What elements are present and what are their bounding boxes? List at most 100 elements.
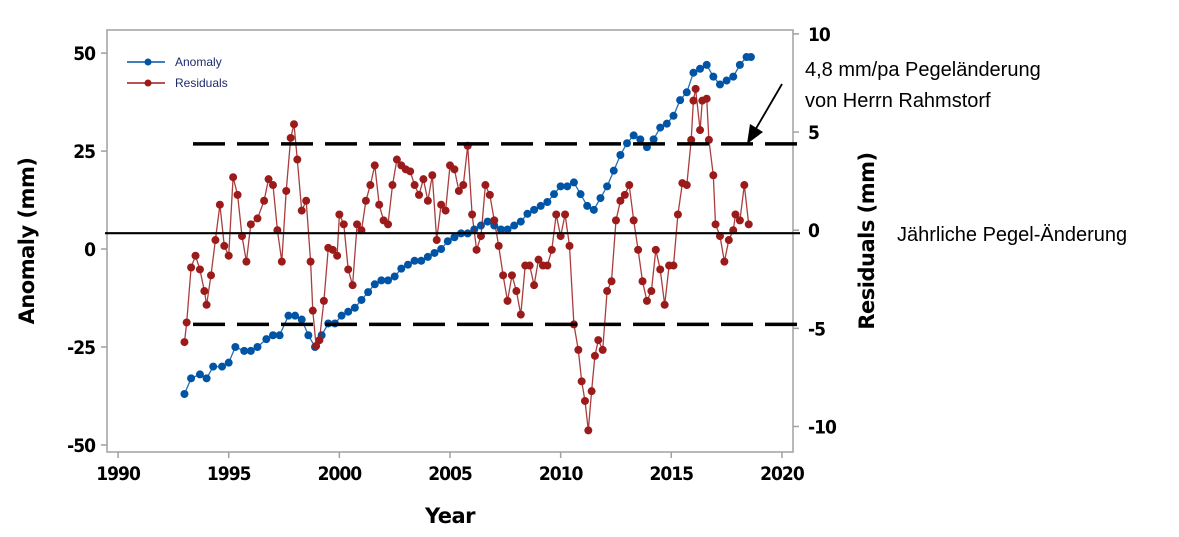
data-point-anomaly [291, 311, 300, 320]
data-point-anomaly [589, 205, 598, 214]
data-point-residuals [616, 196, 625, 205]
data-point-residuals [603, 287, 612, 296]
data-point-anomaly [636, 135, 645, 144]
data-point-residuals [720, 257, 729, 266]
data-point-anomaly [297, 315, 306, 324]
data-point-residuals [293, 155, 302, 164]
data-point-residuals [587, 387, 596, 396]
data-point-anomaly [443, 237, 452, 246]
data-point-residuals [691, 84, 700, 93]
data-point-residuals [384, 220, 393, 229]
x-tick-label: 2010 [539, 463, 584, 485]
data-point-residuals [344, 265, 353, 274]
data-point-anomaly [344, 307, 353, 316]
data-point-anomaly [530, 205, 539, 214]
data-point-residuals [200, 287, 209, 296]
series-anomaly [180, 53, 755, 399]
data-point-anomaly [384, 276, 393, 285]
y-tick-label: 0 [84, 239, 96, 261]
data-point-residuals [308, 306, 317, 315]
data-point-residuals [315, 336, 324, 345]
legend: Anomaly Residuals [127, 55, 228, 90]
data-point-anomaly [510, 221, 519, 230]
data-point-anomaly [609, 166, 618, 175]
data-point-residuals [731, 210, 740, 219]
data-point-anomaly [676, 96, 685, 105]
data-point-residuals [485, 190, 494, 199]
data-point-residuals [459, 181, 468, 190]
data-point-residuals [704, 135, 713, 144]
data-point-residuals [260, 196, 269, 205]
data-point-anomaly [746, 53, 755, 62]
data-point-anomaly [262, 335, 271, 344]
data-point-anomaly [357, 295, 366, 304]
data-point-residuals [289, 120, 298, 129]
data-point-residuals [611, 216, 620, 225]
data-point-residuals [410, 181, 419, 190]
data-point-residuals [689, 96, 698, 105]
legend-residuals-marker [144, 79, 152, 87]
data-point-anomaly [240, 346, 249, 355]
data-point-residuals [353, 220, 362, 229]
data-point-anomaly [616, 150, 625, 159]
data-point-residuals [647, 287, 656, 296]
data-point-residuals [348, 281, 357, 290]
data-point-residuals [629, 216, 638, 225]
data-point-anomaly [284, 311, 293, 320]
data-point-anomaly [370, 280, 379, 289]
data-point-residuals [361, 196, 370, 205]
data-point-anomaly [304, 331, 313, 340]
data-point-residuals [673, 210, 682, 219]
data-point-anomaly [417, 256, 426, 265]
data-point-residuals [246, 220, 255, 229]
data-point-anomaly [523, 209, 532, 218]
data-point-anomaly [669, 111, 678, 120]
data-point-residuals [660, 300, 669, 309]
data-point-residuals [625, 181, 634, 190]
data-point-anomaly [536, 201, 545, 210]
legend-anomaly-label: Anomaly [175, 55, 222, 69]
legend-anomaly-marker [144, 58, 152, 66]
data-point-anomaly [224, 358, 233, 367]
data-point-residuals [202, 300, 211, 309]
data-point-anomaly [450, 233, 459, 242]
data-point-residuals [319, 296, 328, 305]
data-point-anomaly [623, 139, 632, 148]
data-point-residuals [328, 245, 337, 254]
x-tick-label: 2005 [428, 463, 472, 485]
data-point-anomaly [629, 131, 638, 140]
y2-tick-label: 0 [808, 220, 820, 242]
data-point-anomaly [569, 178, 578, 187]
data-point-residuals [339, 220, 348, 229]
data-point-anomaly [180, 390, 189, 399]
data-point-residuals [481, 181, 490, 190]
data-point-anomaly [430, 248, 439, 257]
data-point-residuals [229, 173, 238, 182]
data-point-residuals [441, 206, 450, 215]
data-point-anomaly [696, 64, 705, 73]
data-point-anomaly [410, 256, 419, 265]
data-point-anomaly [253, 342, 262, 351]
data-point-residuals [366, 181, 375, 190]
y-tick-label: 25 [73, 141, 95, 163]
data-point-residuals [187, 263, 196, 272]
data-point-anomaly [202, 374, 211, 383]
data-point-residuals [375, 200, 384, 209]
data-point-anomaly [689, 68, 698, 77]
y-tick-label: -25 [67, 337, 95, 359]
data-point-residuals [598, 345, 607, 354]
data-point-anomaly [483, 217, 492, 226]
data-point-residuals [702, 94, 711, 103]
data-point-anomaly [516, 217, 525, 226]
x-tick-label: 1995 [207, 463, 251, 485]
data-point-anomaly [596, 194, 605, 203]
data-point-residuals [191, 251, 200, 260]
data-point-anomaly [563, 182, 572, 191]
data-point-residuals [656, 265, 665, 274]
data-point-anomaly [350, 303, 359, 312]
data-point-residuals [634, 245, 643, 254]
data-point-anomaly [437, 245, 446, 254]
data-point-residuals [312, 342, 321, 351]
data-point-residuals [437, 200, 446, 209]
